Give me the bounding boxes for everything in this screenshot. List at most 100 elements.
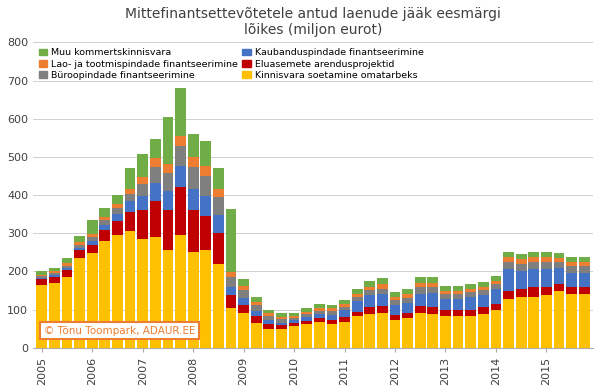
- Bar: [503, 269, 514, 290]
- Bar: [112, 235, 123, 348]
- Bar: [175, 136, 186, 146]
- Bar: [579, 257, 590, 262]
- Bar: [579, 287, 590, 294]
- Bar: [314, 318, 325, 322]
- Bar: [427, 307, 438, 314]
- Bar: [49, 271, 60, 273]
- Bar: [150, 201, 161, 237]
- Bar: [213, 264, 224, 348]
- Bar: [440, 299, 451, 310]
- Bar: [276, 323, 287, 325]
- Bar: [566, 272, 577, 287]
- Bar: [529, 262, 539, 269]
- Bar: [175, 146, 186, 166]
- Bar: [339, 317, 350, 322]
- Bar: [389, 300, 400, 305]
- Bar: [415, 294, 425, 306]
- Bar: [276, 329, 287, 348]
- Bar: [49, 273, 60, 275]
- Bar: [541, 257, 552, 262]
- Bar: [352, 289, 362, 294]
- Bar: [314, 311, 325, 314]
- Bar: [314, 322, 325, 348]
- Bar: [125, 168, 136, 189]
- Bar: [213, 168, 224, 189]
- Bar: [529, 287, 539, 298]
- Bar: [566, 294, 577, 348]
- Bar: [453, 286, 463, 291]
- Bar: [503, 252, 514, 257]
- Bar: [100, 220, 110, 225]
- Bar: [213, 215, 224, 233]
- Bar: [188, 189, 199, 211]
- Bar: [289, 316, 299, 318]
- Bar: [213, 198, 224, 215]
- Bar: [37, 271, 47, 274]
- Bar: [364, 295, 375, 307]
- Bar: [326, 309, 337, 311]
- Bar: [87, 253, 98, 348]
- Bar: [276, 313, 287, 317]
- Bar: [188, 167, 199, 189]
- Bar: [440, 286, 451, 291]
- Bar: [402, 313, 413, 318]
- Bar: [251, 323, 262, 348]
- Bar: [301, 312, 312, 314]
- Bar: [301, 309, 312, 312]
- Bar: [516, 254, 527, 259]
- Bar: [427, 314, 438, 348]
- Bar: [137, 177, 148, 184]
- Bar: [541, 252, 552, 257]
- Bar: [238, 298, 249, 305]
- Bar: [541, 269, 552, 287]
- Bar: [352, 297, 362, 301]
- Bar: [326, 311, 337, 314]
- Bar: [402, 303, 413, 313]
- Bar: [352, 301, 362, 312]
- Bar: [74, 250, 85, 258]
- Bar: [49, 277, 60, 283]
- Bar: [112, 208, 123, 214]
- Bar: [466, 284, 476, 289]
- Bar: [150, 183, 161, 201]
- Bar: [579, 272, 590, 287]
- Bar: [137, 184, 148, 196]
- Bar: [175, 166, 186, 187]
- Bar: [491, 281, 501, 285]
- Bar: [339, 304, 350, 307]
- Bar: [163, 250, 173, 348]
- Bar: [529, 269, 539, 287]
- Bar: [566, 267, 577, 272]
- Bar: [238, 286, 249, 290]
- Bar: [339, 307, 350, 310]
- Bar: [491, 303, 501, 310]
- Bar: [377, 278, 388, 285]
- Bar: [377, 313, 388, 348]
- Bar: [100, 241, 110, 348]
- Bar: [566, 287, 577, 294]
- Bar: [62, 277, 73, 348]
- Bar: [389, 315, 400, 320]
- Bar: [314, 314, 325, 318]
- Bar: [263, 316, 274, 320]
- Bar: [491, 289, 501, 303]
- Bar: [478, 287, 488, 290]
- Bar: [466, 292, 476, 298]
- Bar: [466, 289, 476, 292]
- Bar: [314, 309, 325, 311]
- Bar: [491, 310, 501, 348]
- Bar: [62, 270, 73, 277]
- Bar: [364, 307, 375, 314]
- Bar: [339, 310, 350, 317]
- Bar: [137, 211, 148, 239]
- Bar: [516, 289, 527, 298]
- Bar: [74, 236, 85, 242]
- Bar: [263, 310, 274, 314]
- Bar: [352, 316, 362, 348]
- Bar: [415, 313, 425, 348]
- Bar: [579, 294, 590, 348]
- Bar: [377, 306, 388, 313]
- Bar: [566, 262, 577, 267]
- Bar: [87, 234, 98, 237]
- Bar: [213, 189, 224, 198]
